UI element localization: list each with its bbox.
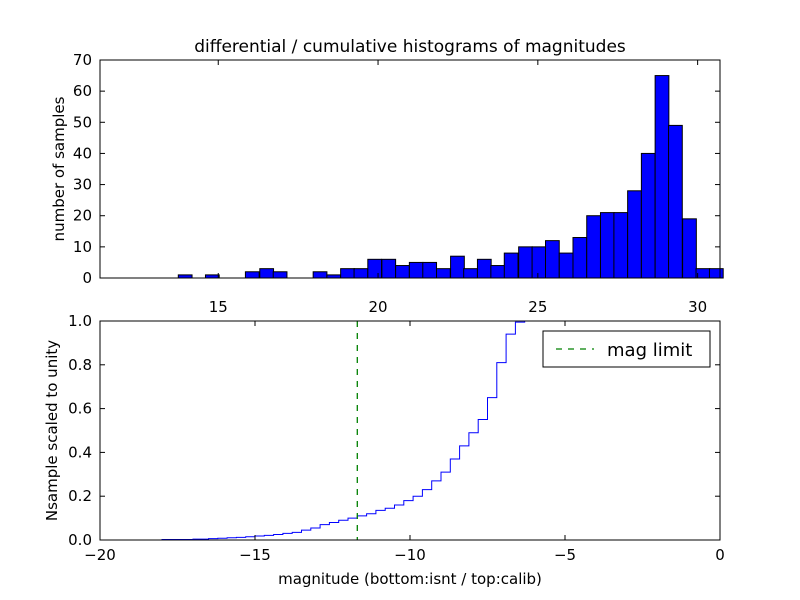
histogram-bar <box>613 212 629 279</box>
x-tick-label: 15 <box>209 298 228 316</box>
histogram-y-axis-label: number of samples <box>50 96 68 241</box>
histogram-bar <box>463 268 478 279</box>
y-tick-label: 0 <box>82 269 92 287</box>
legend-label: mag limit <box>607 340 692 361</box>
x-tick-label: −15 <box>239 546 271 564</box>
histogram-bar <box>340 268 355 279</box>
histogram-bar <box>682 218 697 279</box>
histogram-bar <box>668 124 683 279</box>
histogram-panel: differential / cumulative histograms of … <box>50 37 724 316</box>
histogram-bar <box>395 265 410 279</box>
histogram-bar <box>558 252 574 279</box>
cumulative-x-ticks: −20 −15 −10 −5 0 <box>84 321 725 564</box>
histogram-bar <box>572 237 588 279</box>
legend: mag limit <box>542 330 711 368</box>
x-tick-label: 25 <box>528 298 547 316</box>
histogram-bar <box>353 268 369 279</box>
cumulative-x-axis-label: magnitude (bottom:isnt / top:calib) <box>278 570 542 588</box>
x-tick-label: −5 <box>554 546 576 564</box>
histogram-bar <box>312 271 328 279</box>
histogram-y-ticks: 0 10 20 30 40 50 60 70 <box>73 51 720 287</box>
y-tick-label: 0.2 <box>68 487 92 505</box>
x-tick-label: 30 <box>688 298 707 316</box>
x-tick-label: 0 <box>715 546 725 564</box>
histogram-bar <box>436 268 451 279</box>
histogram-bar <box>408 261 424 279</box>
y-tick-label: 40 <box>73 144 92 162</box>
cumulative-y-axis-label: Nsample scaled to unity <box>43 340 61 521</box>
histogram-bar <box>381 258 397 279</box>
histogram-bar <box>708 268 724 279</box>
y-tick-label: 10 <box>73 238 92 256</box>
histogram-bar <box>422 261 438 279</box>
histogram-frame <box>99 59 721 279</box>
histogram-bar <box>259 268 275 279</box>
histogram-bar <box>586 215 601 279</box>
histogram-bar <box>518 246 533 279</box>
histogram-bar <box>503 252 519 279</box>
histogram-bar <box>545 240 560 279</box>
histogram-x-ticks: 15 20 25 30 <box>209 60 707 316</box>
y-tick-label: 60 <box>73 82 92 100</box>
histogram-bar <box>244 271 260 279</box>
y-tick-label: 50 <box>73 113 92 131</box>
y-tick-label: 0.4 <box>68 443 92 461</box>
histogram-bars <box>177 75 724 279</box>
y-tick-label: 70 <box>73 51 92 69</box>
y-tick-label: 30 <box>73 176 92 194</box>
histogram-bar <box>531 246 547 279</box>
x-tick-label: −20 <box>84 546 116 564</box>
histogram-bar <box>367 258 383 279</box>
histogram-bar <box>599 212 615 279</box>
histogram-bar <box>272 271 288 279</box>
histogram-title: differential / cumulative histograms of … <box>194 37 626 57</box>
y-tick-label: 0.6 <box>68 400 92 418</box>
y-tick-label: 0.0 <box>68 531 92 549</box>
y-tick-label: 20 <box>73 207 92 225</box>
histogram-bar <box>654 75 670 279</box>
histogram-bar <box>627 190 642 279</box>
x-tick-label: −10 <box>394 546 426 564</box>
x-tick-label: 20 <box>368 298 387 316</box>
histogram-bar <box>490 265 506 279</box>
cumulative-panel: 0.0 0.2 0.4 0.6 0.8 1.0 −20 −15 −10 −5 0 magnitud… <box>43 312 725 588</box>
cumulative-frame <box>99 320 721 541</box>
y-tick-label: 0.8 <box>68 356 92 374</box>
histogram-bar <box>450 255 465 279</box>
y-tick-label: 1.0 <box>68 312 92 330</box>
histogram-bar <box>476 258 492 279</box>
histogram-bar <box>640 152 656 279</box>
